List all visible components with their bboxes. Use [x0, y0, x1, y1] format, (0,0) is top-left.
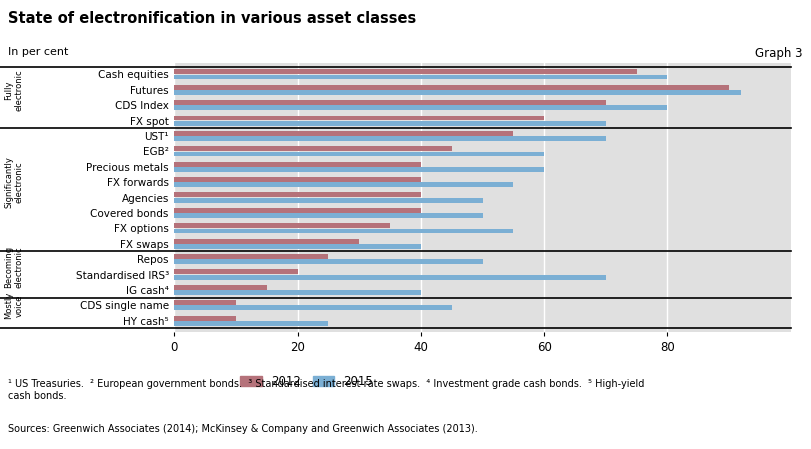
- Bar: [174, 239, 359, 244]
- Bar: [174, 121, 606, 126]
- Legend: 2012, 2015: 2012, 2015: [236, 370, 378, 393]
- Bar: [174, 244, 421, 249]
- Bar: [174, 269, 298, 274]
- Bar: [174, 167, 544, 172]
- Text: ¹ US Treasuries.  ² European government bonds.  ³ Standardised interest rate swa: ¹ US Treasuries. ² European government b…: [8, 379, 645, 401]
- Bar: [174, 69, 637, 74]
- Bar: [174, 223, 390, 228]
- Bar: [174, 316, 236, 321]
- Text: Mostly
voice: Mostly voice: [4, 292, 24, 319]
- Bar: [174, 90, 741, 95]
- Bar: [174, 100, 606, 105]
- Text: Fully
electronic: Fully electronic: [4, 69, 24, 110]
- Bar: [174, 198, 483, 202]
- Bar: [174, 151, 544, 156]
- Bar: [174, 131, 513, 136]
- Bar: [174, 213, 483, 218]
- Bar: [174, 300, 236, 305]
- Text: In per cent: In per cent: [8, 47, 68, 57]
- Bar: [174, 85, 729, 90]
- Bar: [174, 115, 544, 120]
- Bar: [174, 193, 421, 198]
- Bar: [174, 136, 606, 141]
- Text: Graph 3: Graph 3: [755, 47, 803, 60]
- Text: Sources: Greenwich Associates (2014); McKinsey & Company and Greenwich Associate: Sources: Greenwich Associates (2014); Mc…: [8, 424, 478, 434]
- Bar: [174, 177, 421, 182]
- Bar: [174, 182, 513, 187]
- Bar: [174, 106, 667, 110]
- Bar: [174, 290, 421, 295]
- Bar: [174, 162, 421, 167]
- Text: Significantly
electronic: Significantly electronic: [4, 156, 24, 208]
- Bar: [174, 208, 421, 213]
- Text: Becoming
electronic: Becoming electronic: [4, 246, 24, 288]
- Bar: [174, 229, 513, 233]
- Text: State of electronification in various asset classes: State of electronification in various as…: [8, 11, 416, 26]
- Bar: [174, 75, 667, 79]
- Bar: [174, 254, 328, 259]
- Bar: [174, 259, 483, 264]
- Bar: [174, 321, 328, 326]
- Bar: [174, 285, 267, 290]
- Bar: [174, 146, 452, 151]
- Bar: [174, 275, 606, 280]
- Bar: [174, 305, 452, 310]
